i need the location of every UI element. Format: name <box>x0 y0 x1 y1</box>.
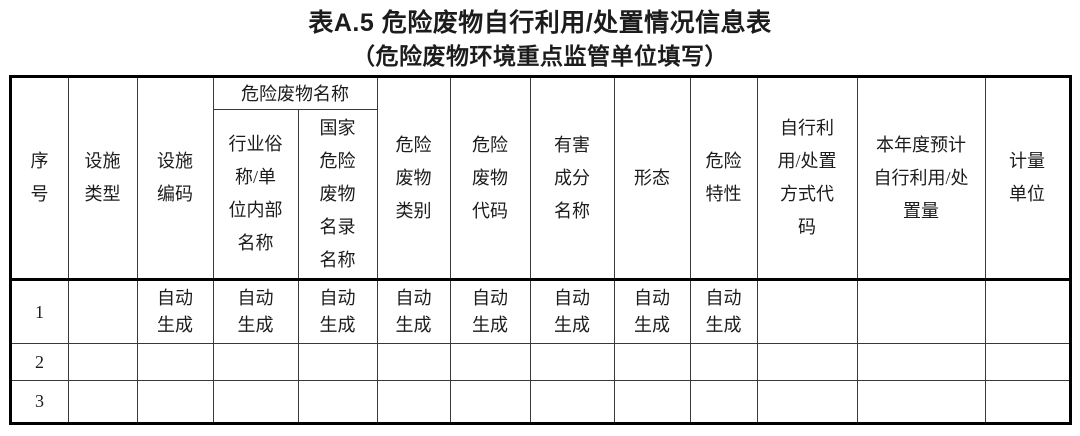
body-cell <box>529 380 615 424</box>
body-cell <box>689 343 758 381</box>
table-row: 1 自动 生成 自动 生成 自动 生成 自动 生成 自动 生成 自动 生成 自动… <box>9 279 1071 344</box>
body-cell <box>756 279 858 344</box>
header-form: 形态 <box>613 76 691 281</box>
body-cell <box>613 343 691 381</box>
body-cell <box>529 343 615 381</box>
header-row-top: 序 号 设施 类型 设施 编码 危险废物名称 危险 废物 类别 危险 废物 代码… <box>9 76 1071 281</box>
body-cell: 自动 生成 <box>613 279 691 344</box>
body-cell <box>449 343 531 381</box>
body-cell <box>756 343 858 381</box>
body-cell: 自动 生成 <box>376 279 451 344</box>
title-block: 表A.5 危险废物自行利用/处置情况信息表 （危险废物环境重点监管单位填写） <box>0 0 1080 72</box>
body-cell: 2 <box>9 343 69 381</box>
body-cell: 1 <box>9 279 69 344</box>
table-title: 表A.5 危险废物自行利用/处置情况信息表 <box>308 9 772 37</box>
table-row: 3 <box>9 380 1071 424</box>
body-cell <box>376 380 451 424</box>
body-cell <box>212 343 299 381</box>
body-cell <box>67 343 138 381</box>
body-cell: 自动 生成 <box>449 279 531 344</box>
body-cell <box>376 343 451 381</box>
body-cell: 自动 生成 <box>529 279 615 344</box>
header-unit: 计量 单位 <box>984 76 1071 281</box>
body-cell <box>984 279 1071 344</box>
hazardous-waste-info-table: 序 号 设施 类型 设施 编码 危险废物名称 危险 废物 类别 危险 废物 代码… <box>8 75 1072 425</box>
body-cell <box>984 343 1071 381</box>
header-seq-no: 序 号 <box>9 76 69 281</box>
body-cell: 自动 生成 <box>297 279 378 344</box>
header-waste-category: 危险 废物 类别 <box>376 76 451 281</box>
body-cell <box>67 279 138 344</box>
header-row-sub: 行业俗 称/单 位内部 名称 国家 危险 废物 名录 名称 <box>10 109 1070 281</box>
body-cell <box>984 380 1071 424</box>
header-national-list-name: 国家 危险 废物 名录 名称 <box>297 109 378 281</box>
header-harmful-component: 有害 成分 名称 <box>529 76 615 281</box>
body-cell <box>856 343 986 381</box>
body-cell: 自动 生成 <box>136 279 214 344</box>
header-annual-amount: 本年度预计 自行利用/处 置量 <box>856 76 986 281</box>
header-waste-name-group: 危险废物名称 <box>212 76 378 110</box>
table-row: 2 <box>9 343 1071 381</box>
body-cell: 3 <box>9 380 69 424</box>
body-cell <box>136 343 214 381</box>
body-cell <box>856 279 986 344</box>
header-waste-code: 危险 废物 代码 <box>449 76 531 281</box>
body-cell <box>297 380 378 424</box>
body-cell <box>689 380 758 424</box>
body-cell: 自动 生成 <box>689 279 758 344</box>
body-cell <box>67 380 138 424</box>
body-cell <box>212 380 299 424</box>
header-hazard-property: 危险 特性 <box>689 76 758 281</box>
body-cell <box>613 380 691 424</box>
body-cell <box>297 343 378 381</box>
body-cell: 自动 生成 <box>212 279 299 344</box>
body-cell <box>136 380 214 424</box>
header-facility-code: 设施 编码 <box>136 76 214 281</box>
body-cell <box>756 380 858 424</box>
body-cell <box>856 380 986 424</box>
header-industry-name: 行业俗 称/单 位内部 名称 <box>212 109 299 281</box>
header-method-code: 自行利 用/处置 方式代 码 <box>756 76 858 281</box>
body-cell <box>449 380 531 424</box>
table-subtitle: （危险废物环境重点监管单位填写） <box>352 43 728 69</box>
header-facility-type: 设施 类型 <box>67 76 138 281</box>
